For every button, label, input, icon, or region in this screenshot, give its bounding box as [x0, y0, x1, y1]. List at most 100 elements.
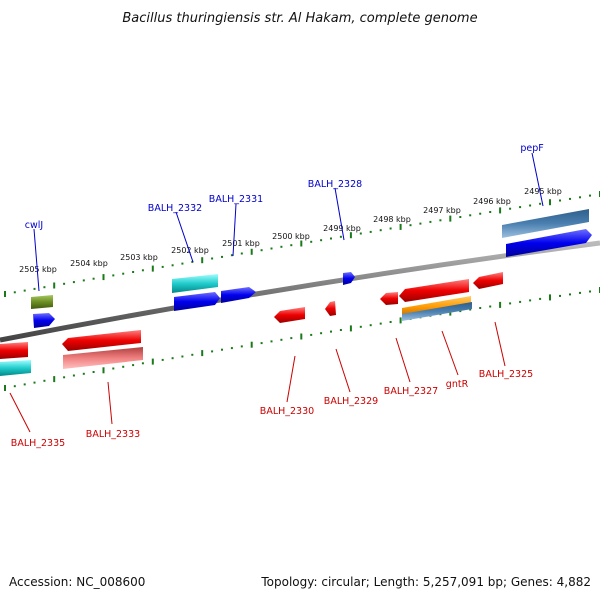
gene-label-cwlJ[interactable]: cwlJ — [25, 220, 43, 231]
scale-label: 2495 kbp — [524, 187, 562, 196]
scale-tick — [499, 301, 502, 308]
scale-tick — [369, 324, 372, 327]
scale-tick — [211, 350, 214, 353]
scale-tick — [141, 362, 144, 365]
topology-text: Topology: circular; Length: 5,257,091 bp… — [260, 575, 591, 589]
leader-line — [286, 355, 296, 403]
gene-label-BALH_2329[interactable]: BALH_2329 — [324, 396, 378, 407]
scale-tick — [320, 239, 323, 242]
gene-feature[interactable] — [221, 287, 256, 303]
gene-feature[interactable] — [402, 302, 472, 321]
scale-tick — [579, 291, 581, 294]
map-title: Bacillus thuringiensis str. Al Hakam, co… — [122, 11, 477, 26]
gene-feature[interactable] — [502, 209, 589, 238]
scale-tick — [201, 350, 204, 357]
gene-feature[interactable] — [274, 307, 305, 323]
gene-feature[interactable] — [172, 274, 218, 293]
leader-lines — [9, 152, 544, 433]
leader-line — [494, 321, 506, 367]
leader-line — [107, 381, 113, 425]
leader-line — [335, 348, 351, 393]
gene-feature[interactable] — [62, 330, 141, 351]
scale-tick — [429, 220, 432, 223]
scale-tick — [389, 227, 392, 230]
scale-label: 2496 kbp — [473, 197, 511, 206]
scale-tick — [419, 222, 422, 225]
gene-feature[interactable] — [343, 272, 355, 285]
scale-tick — [330, 237, 332, 240]
gene-label-BALH_2330[interactable]: BALH_2330 — [260, 406, 314, 417]
scale-tick — [339, 235, 342, 238]
gene-feature[interactable] — [33, 313, 55, 328]
scale-tick — [4, 291, 6, 297]
scale-label: 2500 kbp — [272, 232, 310, 241]
gene-label-pepF[interactable]: pepF — [520, 143, 543, 154]
scale-tick — [320, 332, 323, 335]
scale-tick — [280, 245, 283, 248]
scale-tick — [379, 229, 382, 232]
leader-line — [175, 211, 194, 263]
scale-tick — [102, 367, 105, 374]
scale-tick — [469, 214, 472, 217]
inner-scale-track — [4, 287, 600, 391]
scale-tick — [112, 367, 115, 370]
scale-tick — [191, 260, 194, 263]
gene-feature[interactable] — [0, 360, 31, 376]
gene-label-BALH_2328[interactable]: BALH_2328 — [308, 179, 362, 190]
gene-feature[interactable] — [31, 295, 53, 309]
gene-feature[interactable] — [325, 301, 336, 316]
scale-tick — [409, 224, 412, 227]
scale-tick — [151, 265, 154, 272]
scale-tick — [479, 212, 482, 215]
gene-feature[interactable] — [174, 292, 220, 311]
scale-tick — [469, 308, 472, 311]
scale-tick — [13, 385, 16, 388]
reverse-features — [0, 272, 503, 376]
forward-features — [31, 209, 592, 328]
leader-line — [232, 203, 237, 257]
gene-feature[interactable] — [506, 229, 592, 257]
forward-gene-labels: cwlJ BALH_2332 BALH_2331 BALH_2328 pepF — [25, 143, 544, 231]
scale-tick — [132, 364, 135, 367]
scale-tick — [529, 204, 532, 207]
gene-label-gntR[interactable]: gntR — [446, 379, 469, 390]
scale-tick — [310, 240, 313, 243]
scale-tick — [240, 345, 243, 348]
gene-feature[interactable] — [0, 342, 28, 359]
scale-tick — [122, 272, 125, 275]
scale-tick — [43, 286, 46, 289]
scale-tick — [112, 274, 115, 277]
scale-tick — [250, 248, 253, 255]
scale-tick — [161, 265, 164, 268]
scale-tick — [230, 254, 233, 257]
scale-tick — [211, 257, 214, 260]
scale-tick — [579, 196, 581, 199]
scale-tick — [270, 247, 273, 250]
gene-label-BALH_2327[interactable]: BALH_2327 — [384, 386, 438, 397]
scale-tick — [300, 333, 303, 340]
gene-label-BALH_2325[interactable]: BALH_2325 — [479, 369, 533, 380]
scale-tick — [399, 223, 402, 230]
gene-label-BALH_2332[interactable]: BALH_2332 — [148, 203, 202, 214]
scale-label: 2498 kbp — [373, 215, 411, 224]
gene-label-BALH_2331[interactable]: BALH_2331 — [209, 194, 263, 205]
gene-label-BALH_2335[interactable]: BALH_2335 — [11, 438, 65, 449]
gene-label-BALH_2333[interactable]: BALH_2333 — [86, 429, 140, 440]
scale-label: 2505 kbp — [19, 265, 57, 274]
scale-label: 2502 kbp — [171, 246, 209, 255]
scale-tick — [559, 199, 561, 202]
scale-tick — [369, 230, 372, 233]
gene-feature[interactable] — [63, 347, 143, 369]
scale-label: 2504 kbp — [70, 259, 108, 268]
scale-tick — [33, 287, 36, 290]
scale-tick — [519, 206, 522, 209]
leader-line — [531, 152, 544, 207]
gene-feature[interactable] — [380, 292, 398, 305]
scale-tick — [221, 255, 223, 258]
scale-tick — [221, 348, 223, 351]
scale-tick — [122, 365, 125, 368]
gene-feature[interactable] — [399, 279, 469, 302]
gene-feature[interactable] — [473, 272, 503, 289]
scale-tick — [569, 197, 571, 200]
leader-line — [9, 392, 31, 433]
